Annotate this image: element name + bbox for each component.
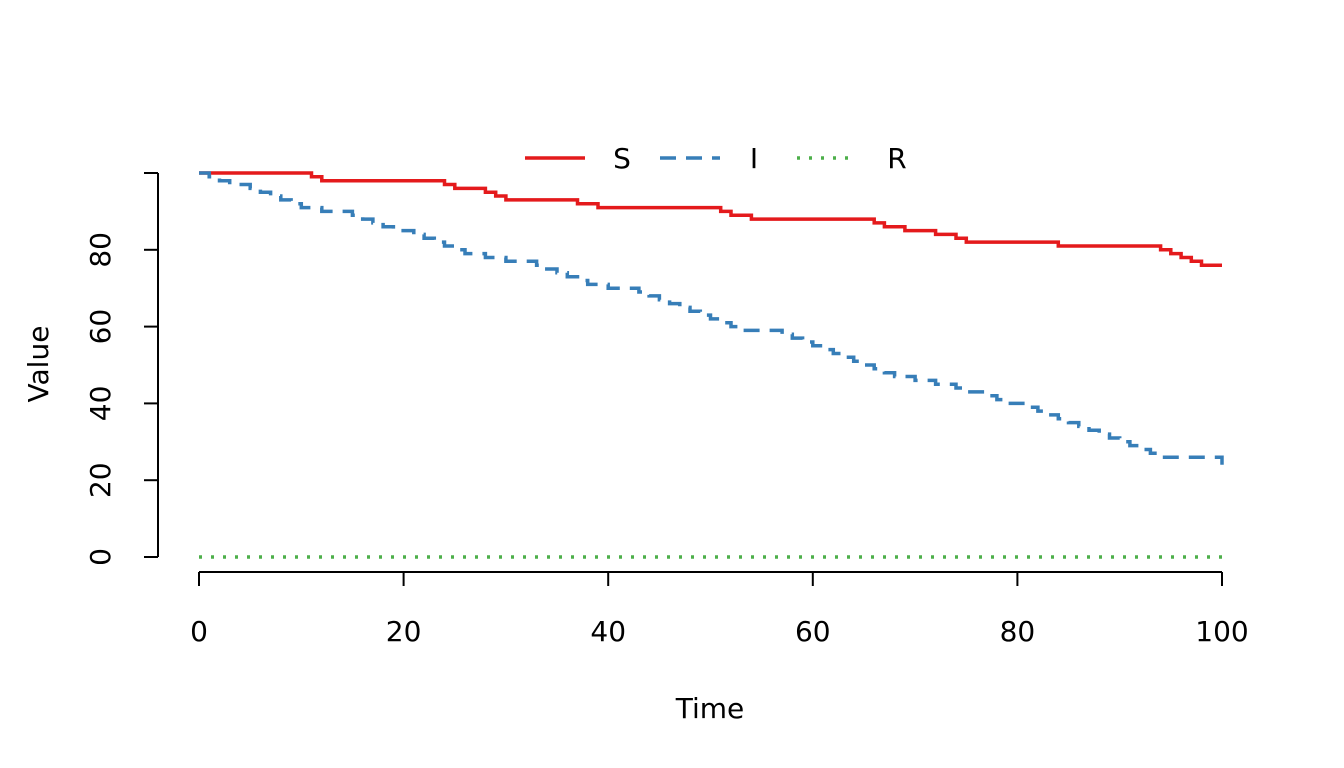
legend-label-s: S bbox=[613, 142, 631, 175]
y-tick-label: 0 bbox=[84, 548, 117, 566]
series-layer bbox=[199, 171, 1224, 559]
y-ticks: 0 20 40 60 80 bbox=[84, 172, 158, 566]
legend-label-i: I bbox=[750, 142, 758, 175]
x-ticks: 0 20 40 60 80 100 bbox=[190, 572, 1249, 648]
y-tick-label: 20 bbox=[84, 462, 117, 498]
y-tick-label: 40 bbox=[84, 386, 117, 422]
x-tick-label: 0 bbox=[190, 615, 208, 648]
y-tick-label: 60 bbox=[84, 309, 117, 345]
y-tick-label: 80 bbox=[84, 232, 117, 268]
x-tick-label: 40 bbox=[590, 615, 626, 648]
x-tick-label: 100 bbox=[1195, 615, 1248, 648]
series-line-i bbox=[199, 171, 1224, 465]
x-tick-label: 60 bbox=[795, 615, 831, 648]
legend-label-r: R bbox=[887, 142, 906, 175]
series-line-s bbox=[199, 171, 1222, 267]
x-axis-title: Time bbox=[675, 692, 745, 725]
x-tick-label: 20 bbox=[386, 615, 422, 648]
y-axis-title: Value bbox=[22, 326, 55, 403]
x-tick-label: 80 bbox=[1000, 615, 1036, 648]
axes: 0 20 40 60 80 100 0 20 40 60 80 bbox=[84, 172, 1249, 648]
